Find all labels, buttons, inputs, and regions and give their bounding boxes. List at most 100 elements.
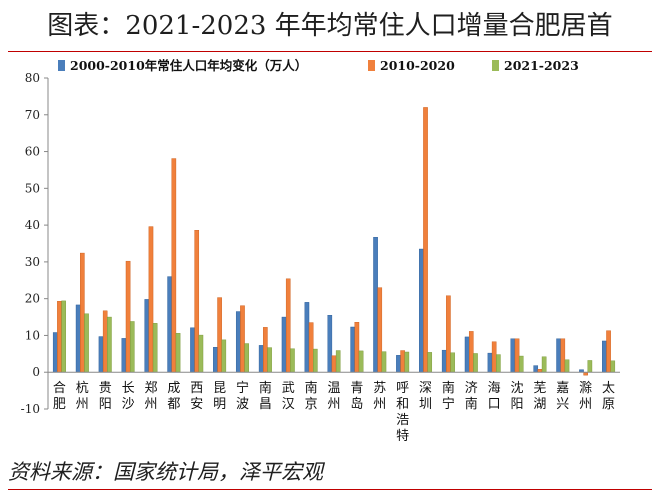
x-category-label: 昆 [213, 381, 226, 396]
bar [541, 356, 547, 373]
bar [510, 338, 516, 373]
bar [61, 300, 66, 373]
x-category-label: 明 [213, 397, 226, 412]
y-tick-label: 70 [25, 108, 40, 122]
population-bar-chart: 2000-2010年常住人口年均变化（万人） 2010-2020 2021-2023… [21, 58, 620, 444]
y-tick-label: 20 [25, 292, 40, 306]
bar [473, 353, 478, 373]
bar [610, 360, 616, 373]
bar [235, 311, 241, 373]
x-category-label: 滁 [579, 380, 592, 396]
bar [152, 323, 158, 373]
x-category-label: 成 [167, 381, 180, 396]
bar [129, 321, 135, 373]
y-axis: -10 0 10 20 30 40 50 60 70 80 [21, 71, 49, 416]
x-category-label: 南 [442, 380, 455, 396]
x-category-label: 口 [488, 397, 501, 412]
x-category-label: 南 [465, 396, 478, 412]
bar [419, 248, 424, 373]
bar [373, 237, 378, 373]
bar [84, 313, 89, 373]
y-tick-label: 10 [25, 328, 40, 342]
bar [175, 333, 181, 373]
x-category-label: 温 [327, 381, 340, 396]
x-category-label: 肥 [53, 397, 66, 412]
x-category-label: 特 [396, 429, 409, 444]
bar [258, 345, 264, 373]
x-category-label: 杭 [76, 381, 89, 396]
x-category-label: 宁 [442, 396, 455, 412]
x-category-label: 原 [602, 397, 615, 412]
y-tick-label: 40 [25, 218, 40, 232]
bar [602, 340, 607, 373]
bar [304, 302, 310, 373]
x-category-label: 深 [419, 381, 432, 396]
bar [464, 336, 470, 373]
y-tick-label: 80 [25, 71, 40, 85]
x-category-label: 州 [373, 397, 386, 412]
bar [427, 352, 433, 373]
y-tick-label: 60 [25, 145, 40, 159]
x-category-label: 州 [327, 397, 340, 412]
bar [358, 350, 364, 373]
bar [167, 276, 172, 373]
bar [194, 230, 200, 373]
chart-legend: 2000-2010年常住人口年均变化（万人） 2010-2020 2021-2023 [58, 58, 579, 73]
y-tick-label: 50 [25, 181, 40, 195]
x-category-label: 圳 [419, 397, 432, 412]
bar [148, 226, 154, 373]
bar [350, 326, 355, 373]
bar [377, 287, 383, 373]
bar [198, 334, 204, 373]
bar [80, 252, 85, 373]
x-category-label: 青 [350, 381, 363, 396]
y-tick-label: 0 [32, 365, 40, 379]
bar [57, 301, 62, 373]
source-note: 资料来源：国家统计局，泽平宏观 [8, 460, 323, 484]
footer-divider [8, 489, 652, 490]
bar [285, 278, 291, 373]
bars-group [52, 107, 616, 376]
x-category-label: 合 [53, 381, 66, 396]
bar [107, 316, 112, 373]
x-category-label: 州 [144, 397, 157, 412]
x-category-label: 州 [76, 397, 89, 412]
x-category-label: 浩 [396, 413, 409, 428]
bar [381, 351, 387, 373]
bar [327, 315, 333, 373]
bar [560, 338, 566, 373]
bar [423, 107, 428, 373]
bar [556, 338, 561, 373]
x-category-label: 太 [602, 381, 615, 396]
bar [487, 352, 493, 373]
bar [290, 348, 295, 373]
bar [514, 338, 520, 373]
x-category-label: 阳 [511, 397, 524, 412]
x-category-label: 沈 [511, 381, 524, 396]
bar [518, 355, 524, 373]
x-category-label: 南 [305, 380, 318, 396]
bar [450, 352, 455, 373]
x-category-label: 阳 [99, 397, 112, 412]
x-category-label: 都 [167, 397, 180, 412]
x-category-label: 贵 [99, 381, 112, 396]
bar [240, 305, 245, 373]
bar [263, 327, 268, 373]
bar [441, 349, 447, 373]
legend-label: 2010-2020 [380, 58, 455, 73]
x-category-label: 呼 [396, 381, 409, 396]
bar [267, 347, 272, 373]
bar [121, 338, 127, 373]
x-category-label: 武 [282, 381, 295, 396]
x-category-label: 安 [190, 397, 203, 412]
bar [446, 295, 451, 373]
bar [75, 304, 81, 373]
bar [190, 327, 195, 373]
y-tick-label: -10 [21, 402, 40, 416]
bar [587, 360, 593, 373]
bar [281, 316, 287, 373]
x-category-label: 郑 [144, 381, 157, 396]
x-category-label: 济 [465, 381, 478, 396]
legend-swatch [58, 60, 65, 71]
bar [221, 339, 227, 373]
